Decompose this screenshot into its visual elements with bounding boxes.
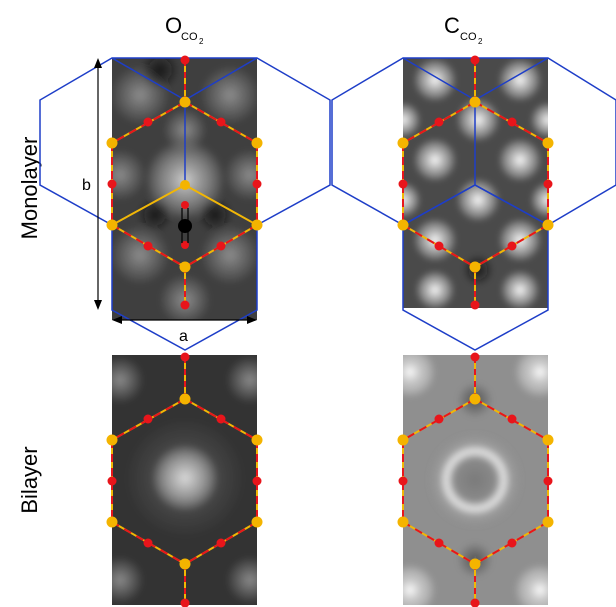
atom-gold [542,516,554,528]
atom-gold [106,516,118,528]
atom-gold [469,558,481,570]
atom-red [216,117,226,127]
atom-red [180,55,190,65]
atom-red [143,538,153,548]
atom-red [143,241,153,251]
atom-gold [179,558,191,570]
atom-gold [179,261,191,273]
atom-red [180,598,190,607]
atom-gold [542,137,554,149]
atom-gold [397,434,409,446]
atom-gold [106,137,118,149]
atom-red [507,241,517,251]
atom-gold [469,261,481,273]
atom-gold [469,96,481,108]
co2-carbon-atom [178,219,192,233]
atom-red [143,117,153,127]
atom-red [107,476,117,486]
panel-monolayer-o: b a [39,55,331,351]
panel-bilayer-o [106,352,263,607]
panel-bilayer-c [397,352,554,607]
atom-red [470,300,480,310]
atom-red [398,476,408,486]
atom-red [398,179,408,189]
atom-red [216,538,226,548]
atom-red [252,179,262,189]
atom-red [434,538,444,548]
atom-red [470,55,480,65]
atom-gold [179,96,191,108]
atoms-monolayer-c [397,55,554,310]
atom-gold [106,219,118,231]
atom-red [180,300,190,310]
atom-red [252,476,262,486]
col2-sub-main: CO [460,31,477,43]
atom-red [470,598,480,607]
atom-red [181,201,189,209]
lattice-vector-b: b [82,58,102,310]
col1-symbol: O [165,13,182,38]
atom-red [434,241,444,251]
atom-gold [469,393,481,405]
col2-sub-digit: 2 [478,37,483,46]
atom-gold [542,219,554,231]
atom-gold [397,516,409,528]
atom-red [107,179,117,189]
panel-monolayer-c [331,55,616,351]
atom-red [180,352,190,362]
atoms-bilayer-c [397,352,554,607]
atom-gold [251,137,263,149]
column-title-o-co2: O CO 2 [165,13,204,46]
atom-gold [251,516,263,528]
atom-gold [397,219,409,231]
col2-symbol: C [444,13,460,38]
lattice-vector-a: a [112,316,257,345]
atom-red [216,414,226,424]
row-label-monolayer: Monolayer [17,137,42,240]
atom-gold [251,434,263,446]
atom-red [507,414,517,424]
lattice-vector-a-label: a [179,328,188,345]
atom-gold [542,434,554,446]
col1-sub-main: CO [181,31,198,43]
row-label-bilayer: Bilayer [17,446,42,513]
atom-gold [251,219,263,231]
atom-red [143,414,153,424]
atom-red [434,117,444,127]
atom-red [434,414,444,424]
lattice-vector-b-label: b [82,177,91,194]
atom-gold [180,180,190,190]
atom-red [216,241,226,251]
atom-red [507,117,517,127]
atoms-monolayer-o [106,55,263,310]
atom-red [543,179,553,189]
atom-red [507,538,517,548]
atom-gold [179,393,191,405]
col1-sub-digit: 2 [199,37,204,46]
atom-gold [397,137,409,149]
column-title-c-co2: C CO 2 [444,13,483,46]
atom-red [543,476,553,486]
atom-red [470,352,480,362]
atom-gold [106,434,118,446]
atoms-bilayer-o [106,352,263,607]
atom-red [181,241,189,249]
